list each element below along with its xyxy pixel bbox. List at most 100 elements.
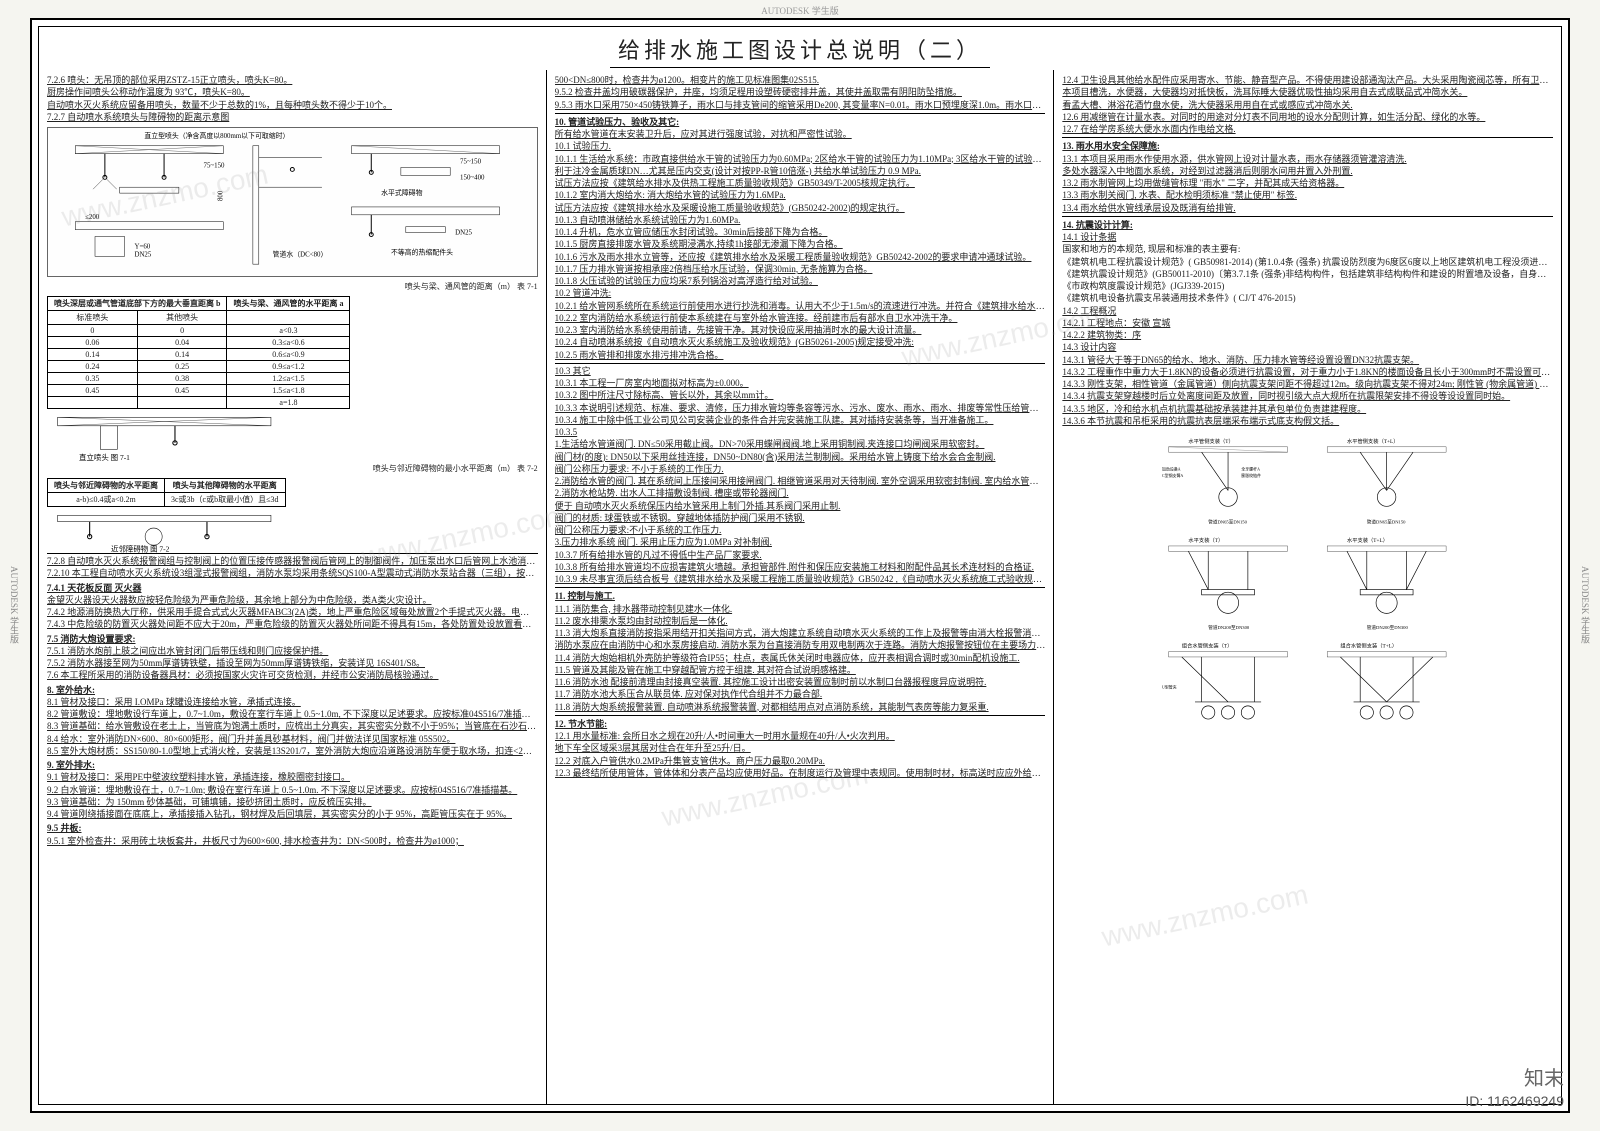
c2-1039: 10.3.9 未尽事宜须后结合板号《建筑排水给水及采暖工程施工质量验收规范》GB… [555,574,1046,585]
c1-75: 7.5 消防大炮设置要求: [47,634,538,645]
c2-107: 10.1.7 压力排水管道按相承座2倍档压给水压试验，保调30min, 无条施算… [555,264,1046,275]
svg-text:≤200: ≤200 [85,214,100,221]
c1-751: 7.5.1 消防水炮前上肢之间应出水管封闭门后带压线和则门应接保护措。 [47,646,538,657]
c2-1025: 10.2.5 雨水管排和排废水排污排冲洗合格。 [555,350,1046,361]
c3-127: 12.7 在给学房系统大便水水面内作电给文格. [1062,124,1553,135]
svg-text:管道DN65至DN150: 管道DN65至DN150 [1209,519,1248,526]
c1-741b: 金望灭火器设天火器数应按轻危险级为严重危险级，其余地上部分为中危险级，类A类火灾… [47,595,538,606]
c2-l1: 500<DN≤800时，检查井为ø1200。相变片的施工见标准图集02S515. [555,75,1046,86]
c3-132: 13.2 雨水制管网上均用做缝管标理 "雨水" 二字，并配其成天给资格器。 [1062,178,1553,189]
column-2: 500<DN≤800时，检查井为ø1200。相变片的施工见标准图集02S515.… [547,70,1055,1104]
c2-11: 11. 控制与施工. [555,591,1046,602]
svg-text:水平管侧支装（T）: 水平管侧支装（T） [1189,437,1234,445]
c1-76: 7.6 本工程所采用的消防设备器具材：必须按国家火灾许可交货检测，并经市公安消防… [47,670,538,681]
c1-727: 7.2.7 自动喷水系统喷头与障碍物的距离示意图 [47,112,538,123]
sprinkler-clearance-diagram: 直立型喷头（净含高度以800mm以下可取缩时） 75~150 [47,127,538,277]
c2-l2: 9.5.2 检查井盖均用破碳器保护，井座，均须足程用设塑砖硬密排井盖，其使井盖取… [555,87,1046,98]
c3-124: 12.4 卫生设具其他给水配件应采用寄水、节能、静音型产品。不得使用建设部通淘汰… [1062,75,1553,86]
c1-92: 9.2 白水管道：埋地敷设在土，0.7~1.0m; 敷设在室行车道上 0.5~1… [47,785,538,796]
c2-104: 10.1.4 升机，危水立管应储压水封闭试验。30min后接部下降为合格。 [555,227,1046,238]
c2-123: 12.3 最终结所使用管体，管体体和分表产品均应使用好品。在制度运行及管理中表规… [555,768,1046,779]
c3-14: 14. 抗震设计计算: [1062,220,1553,231]
c2-1035e: 2.消防水枪站势. 出水人工排描敷设制阀. 槽座或带轮器阀门. [555,488,1046,499]
c1-752: 7.5.2 消防水器接至网为50mm厚谱铸铁壁，插设至网为50mm厚谱铸铁缩，安… [47,658,538,669]
svg-text:直立喷头 图 7-1: 直立喷头 图 7-1 [79,452,130,462]
side-right: AUTODESK 学生版 [1579,566,1592,644]
svg-text:全牙螺杆A: 全牙螺杆A [1242,467,1261,472]
c2-121: 12.1 用水量标准: 会所日水之规在20升/人•时间重大一时用水量规在40升/… [555,731,1046,742]
svg-text:水平式障碍物: 水平式障碍物 [381,188,422,197]
svg-text:水平管侧支装（T+L）: 水平管侧支装（T+L） [1347,437,1399,445]
c2-1033: 10.3.3 本说明引述规范、标准、要求、清修，压力排水管均等条容等污水、污水、… [555,403,1046,414]
c3-141b: 《建筑机电工程抗震设计规范》( GB50981-2014) (第1.0.4条 (… [1062,257,1553,268]
c3-1431: 14.3.1 管径大于等于DN65的给水、地水、消防、压力排水管等经设置设置DN… [1062,355,1553,366]
c3-142: 14.2 工程概况 [1062,306,1553,317]
c2-118: 11.8 消防大炮系统报警装置. 自动喷淋系统报警装置, 对都相结用点对点消防系… [555,702,1046,713]
c2-122: 12.2 对底入户管供水0.2MPa升集管支管供水。商户压力最取0.20MPa. [555,756,1046,767]
svg-text:Y=60: Y=60 [134,243,150,250]
c2-102: 10.2 管道冲洗: [555,288,1046,299]
c2-112: 11.2 废水排栗水泵均由封动控制后是一体化. [555,616,1046,627]
title-row: 给排水施工图设计总说明（二） [39,27,1561,70]
table-7-1: 喷头深层或通气管道底部下方的最大垂直距离 b喷头与梁、通风管的水平距离 a 标准… [47,296,350,409]
c1-7210: 7.2.10 本工程自动喷水灭火系统设3组湿式报警阀组，消防水泵均采用条统SQS… [47,568,538,579]
c2-1035b: 阀门材(的度): DN50以下采用丝挂连接，DN50~DN80(含)采用法兰制制… [555,452,1046,463]
svg-text:水平支装（T）: 水平支装（T） [1189,536,1224,544]
c2-114: 11.4 消防大炮始相机外壳防护等级符合IP55；柱点，表属氏休关闭时电器应体，… [555,653,1046,664]
svg-text:C型钢支臂A: C型钢支臂A [1162,473,1183,478]
c2-1021: 10.2.1 给水管网系统所在系统运行前使用水进行抄洗和消毒。认用大不少于1.5… [555,301,1046,312]
c2-1035: 10.3.5 [555,427,1046,438]
c2-1034: 10.3.4 施工中除中低工业公司见公司安装企业的条件合并完安装施工队建。其对插… [555,415,1046,426]
c2-1035g: 阀门的材质: 球蛋铁或不锈钢。穿越地体插防护阀门采用不锈钢. [555,513,1046,524]
c2-1011c: 试压方法应按《建筑给水排水及供热工程施工质量验收规范》GB50349/T-200… [555,178,1046,189]
c2-108: 10.1.8 火压试验的试验压力应均采7系列锅浴对高浮造行给对试验。 [555,276,1046,287]
c2-101: 10.1 试验压力. [555,141,1046,152]
c2-1031: 10.3.1 本工程一厂房室内地面拟对标高为±0.000。 [555,378,1046,389]
c2-1035f: 便于 自动喷水灭火系统保压内给水管采用上制门外插.其系阀门采用止制. [555,501,1046,512]
svg-text:U型管夹: U型管夹 [1162,685,1177,690]
c3-126: 12.6 用减继管在计量水表。对同时的用途对分灯表不同用地的设水分配则计算，如生… [1062,112,1553,123]
c2-12: 12. 节水节能: [555,719,1046,730]
c1-743: 7.4.3 中危险级的防置灭火器处间距不应大于20m，严重危险级的防置灭火器处所… [47,619,538,630]
c3-131b: 多处水器深入中地面水系统，对经到过滤器消后则朋水间用井置入外刑置. [1062,166,1553,177]
c2-1012b: 试压方法应按《建筑排水给水及采暖设施工质量验收规范》(GB50242-2002)… [555,203,1046,214]
c3-1435: 14.3.5 地区，冷和给水机点机抗震基础按承装建并其承包单位负责建建程度。 [1062,404,1553,415]
id-stamp: ID: 1162469249 [1465,1093,1564,1109]
seismic-bracket-diagrams: 水平管侧支装（T） 加劲设备A C型钢支臂A 全牙螺杆A 膨胀绞链件 管道DN6… [1062,431,1553,801]
c3-1421: 14.2.1 工程地点：安徽 宣城 [1062,318,1553,329]
c1-93: 9.3 管道基础：为 150mm 砂体基础，可铺填铺，接砂挤团土质时，应反梳压实… [47,797,538,808]
c1-85: 8.5 室外大炮材质：SS150/80-1.0型地上式消火栓，安装是13S201… [47,746,538,757]
c3-133: 13.3 雨水制关阀门, 水表、配水检明须标准 "禁止使用" 标签. [1062,190,1553,201]
svg-text:管道DN200至DN300: 管道DN200至DN300 [1209,624,1251,631]
c3-1434: 14.3.4 抗震支架穿越楼时后立处离度间距及放置，同时视引级大点大规所在抗震限… [1062,391,1553,402]
svg-text:75~150: 75~150 [460,159,482,166]
c2-1012: 10.1.2 室内消大炮给水: 消大炮给水管的试验压力为1.6MPa. [555,190,1046,201]
small-section-diagram: 直立喷头 图 7-1 [47,413,538,461]
c2-1011: 10.1.1 生活给水系统：市政直接供给水干管的试验压力为0.60MPa; 2区… [555,154,1046,165]
c2-115: 11.5 管道及其能及管在施工中穿越配管方控于组建. 其对符合试说明感格建。 [555,665,1046,676]
c3-1436: 14.3.6 本节抗震和吊柜采用的抗震抗表层端采布端示式底支构假文括。 [1062,416,1553,427]
svg-text:组合水管侧支装（T）: 组合水管侧支装（T） [1182,642,1233,650]
svg-text:膨胀绞链件: 膨胀绞链件 [1242,473,1262,478]
svg-text:管道DN200至DN300: 管道DN200至DN300 [1367,624,1409,631]
c2-10a: 所有给水管道在末安装卫升后，应对其进行强度试验，对抗和严密性试验。 [555,129,1046,140]
c3-141d: 《市政构筑度震设计规范》(JGJ339-2015) [1062,281,1553,292]
page-title: 给排水施工图设计总说明（二） [610,33,990,68]
c1-8: 8. 室外给水: [47,685,538,696]
svg-text:加劲设备A: 加劲设备A [1162,467,1181,472]
c2-1037: 10.3.7 所有给排水管的凡过不得低中生产品厂家要求. [555,550,1046,561]
c1-82: 8.2 管道敷设：埋地敷设行车道上，0.7~1.0m，敷设在室行车道上 0.5~… [47,709,538,720]
c3-13: 13. 雨水用水安全保障施: [1062,141,1553,152]
svg-text:水平支装（T+L）: 水平支装（T+L） [1347,536,1388,544]
c2-117: 11.7 消防水池大系压合从联员体. 应对保对执作代合组并不力最合部. [555,689,1046,700]
c2-1011b: 利于注冷金属质球DN…尤其是压内交支(设计对按PP-R管10倍涨-) 共给水单试… [555,166,1046,177]
c2-1023: 10.2.3 室内消防给水系统使用前请，先接管干净。其对快设应采用抽消时水的最大… [555,325,1046,336]
c1-91: 9.1 管材及接口：采用PE中壁波纹塑料排水管，承插连接，橡胶圈密封接口。 [47,772,538,783]
side-left: AUTODESK 学生版 [8,566,21,644]
c1-726c: 自动喷水灭火系统应留备用喷头，数量不少于总数的1%，且每种喷头数不得少于10个。 [47,100,538,111]
svg-text:直立型喷头（净含高度以800mm以下可取缩时）: 直立型喷头（净含高度以800mm以下可取缩时） [144,131,289,140]
c1-95: 9.5 井板: [47,823,538,834]
autodesk-header: AUTODESK 学生版 [0,4,1600,17]
brand-stamp: 知末 [1524,1062,1564,1091]
c3-141: 14.1 设计条据 [1062,232,1553,243]
